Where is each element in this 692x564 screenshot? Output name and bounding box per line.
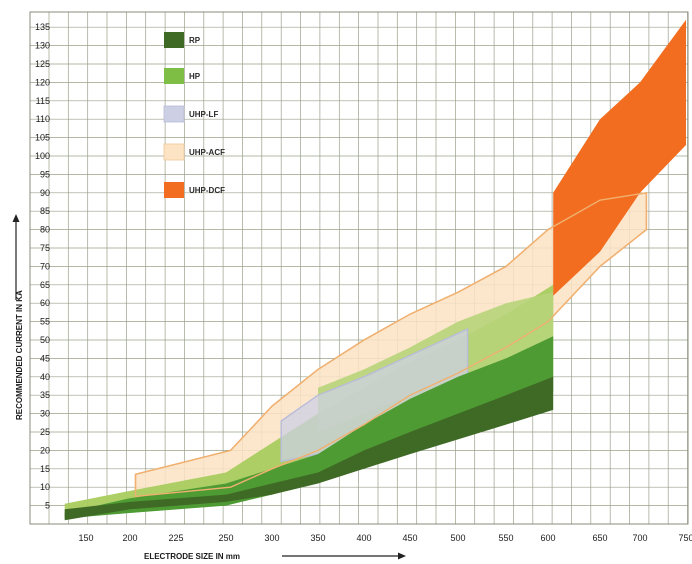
y-tick-label: 90 [40,188,50,198]
x-tick-label: 400 [356,533,371,543]
legend-swatch [163,105,185,123]
legend-label: UHP-DCF [189,186,225,195]
x-tick-label: 350 [310,533,325,543]
x-tick-label: 500 [450,533,465,543]
x-tick-label: 300 [264,533,279,543]
x-tick-labels: 150 200 225 250 300 350 400 450 500 550 600 650 700 7… [78,533,692,543]
y-tick-label: 80 [40,225,50,235]
x-axis-arrow [282,552,406,560]
y-tick-label: 5 [45,501,50,511]
y-tick-label: 100 [35,151,50,161]
legend-swatch [163,143,185,161]
y-tick-label: 95 [40,169,50,179]
y-tick-label: 15 [40,464,50,474]
x-tick-label: 250 [218,533,233,543]
legend: RP HP UHP-LF UHP-ACF UHP-DCF [163,32,225,198]
x-tick-label: 550 [498,533,513,543]
x-tick-label: 750 [678,533,692,543]
y-tick-label: 125 [35,59,50,69]
legend-swatch [164,32,184,48]
y-tick-label: 105 [35,133,50,143]
y-tick-label: 40 [40,372,50,382]
x-tick-label: 700 [632,533,647,543]
y-tick-label: 65 [40,280,50,290]
legend-label: HP [189,72,201,81]
y-tick-label: 45 [40,353,50,363]
y-axis-arrow [12,214,20,300]
y-tick-label: 25 [40,427,50,437]
y-tick-label: 85 [40,206,50,216]
y-tick-label: 110 [36,114,50,124]
area-rp [64,376,554,521]
y-tick-label: 135 [35,22,50,32]
y-axis-label: RECOMMENDED CURRENT IN KA [15,290,24,420]
x-axis-label: ELECTRODE SIZE IN mm [144,552,240,561]
y-tick-label: 50 [40,335,50,345]
y-tick-label: 55 [40,317,50,327]
x-tick-label: 150 [78,533,93,543]
y-tick-label: 70 [40,261,50,271]
y-tick-labels: 5 10 15 20 25 30 35 40 45 50 55 60 65 70 75 80 85 90 95 100… [35,22,50,510]
y-tick-label: 35 [40,390,50,400]
y-tick-label: 120 [35,77,50,87]
legend-label: UHP-LF [189,110,218,119]
legend-label: UHP-ACF [189,148,225,157]
legend-label: RP [189,36,201,45]
x-tick-label: 225 [168,533,183,543]
x-tick-label: 650 [592,533,607,543]
y-tick-label: 60 [40,298,50,308]
legend-swatch [164,68,184,84]
y-tick-label: 10 [40,482,50,492]
y-tick-label: 75 [40,243,50,253]
legend-swatch [164,182,184,198]
area-uhp-acf-outline [134,191,648,498]
x-tick-label: 450 [402,533,417,543]
y-tick-label: 30 [40,409,50,419]
areas [64,19,686,521]
plot-border [29,11,689,525]
y-tick-label: 130 [35,41,50,51]
x-tick-label: 600 [540,533,555,543]
y-tick-label: 115 [36,96,50,106]
y-tick-label: 20 [40,445,50,455]
x-tick-label: 200 [122,533,137,543]
area-uhp-dcf [553,19,686,296]
